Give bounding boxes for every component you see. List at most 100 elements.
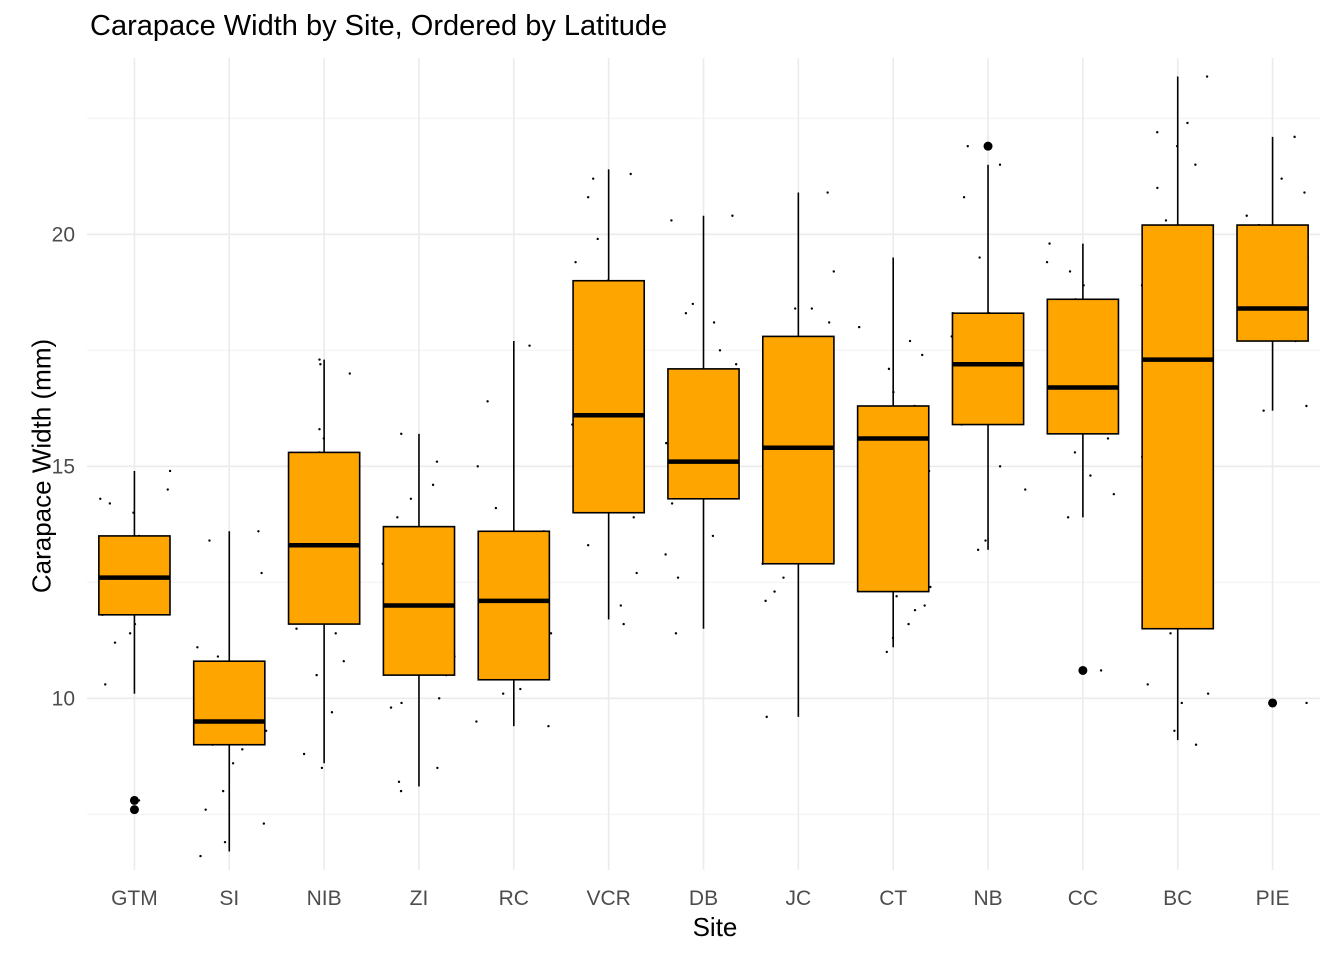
jitter-point xyxy=(976,548,980,552)
outlier-point xyxy=(983,141,993,151)
jitter-point xyxy=(895,595,898,598)
box-body xyxy=(951,312,1025,426)
y-axis-label: Carapace Width (mm) xyxy=(26,338,57,594)
jitter-point xyxy=(1303,191,1306,194)
jitter-point xyxy=(257,530,260,533)
jitter-point xyxy=(1045,260,1049,264)
jitter-point xyxy=(302,752,306,756)
jitter-point xyxy=(1024,488,1027,491)
jitter-point xyxy=(1293,135,1296,139)
jitter-point xyxy=(764,599,767,603)
jitter-point xyxy=(348,372,351,375)
jitter-point xyxy=(409,497,413,500)
x-axis-label: Site xyxy=(692,912,738,942)
box-body xyxy=(287,451,361,625)
jitter-point xyxy=(1280,177,1283,180)
x-tick-label: BC xyxy=(1163,887,1192,910)
jitter-point xyxy=(629,172,632,176)
box-body xyxy=(1141,224,1215,630)
jitter-point xyxy=(827,321,831,324)
x-tick-label: NIB xyxy=(307,887,342,910)
axis-ticks: 10 15 20 GTM SI NIB ZI RC VCR DB JC CT NB CC BC PIE xyxy=(52,223,1290,910)
jitter-point xyxy=(1169,632,1172,635)
jitter-point xyxy=(476,465,479,468)
box-zi xyxy=(382,433,456,787)
box-vcr xyxy=(572,169,646,620)
boxes xyxy=(98,76,1309,852)
jitter-point xyxy=(99,497,102,500)
jitter-point xyxy=(1173,729,1176,732)
box-jc xyxy=(761,192,835,717)
y-tick-label: 10 xyxy=(52,687,75,710)
jitter-point xyxy=(1112,492,1116,496)
box-body xyxy=(477,530,551,681)
jitter-point xyxy=(622,622,625,626)
jitter-point xyxy=(334,632,337,635)
jitter-point xyxy=(591,177,595,180)
jitter-point xyxy=(400,432,403,436)
jitter-point xyxy=(431,483,435,487)
jitter-point xyxy=(773,590,776,593)
box-nb xyxy=(951,141,1025,550)
jitter-point xyxy=(885,650,888,654)
x-tick-label: RC xyxy=(499,887,529,910)
jitter-point xyxy=(826,191,829,194)
box-bc xyxy=(1141,76,1215,741)
x-tick-label: VCR xyxy=(586,887,630,910)
jitter-point xyxy=(962,196,966,199)
jitter-point xyxy=(978,256,981,259)
jitter-point xyxy=(711,534,715,538)
jitter-point xyxy=(399,789,403,793)
outlier-point xyxy=(1078,665,1088,675)
x-tick-label: NB xyxy=(973,887,1002,910)
jitter-point xyxy=(1073,451,1077,454)
jitter-point xyxy=(810,307,814,310)
jitter-point xyxy=(519,687,522,691)
jitter-point xyxy=(1156,186,1159,190)
jitter-point xyxy=(262,822,266,825)
box-body xyxy=(98,535,171,616)
jitter-point xyxy=(168,469,172,473)
jitter-point xyxy=(204,808,207,811)
box-nib xyxy=(287,359,361,764)
box-body xyxy=(382,525,456,676)
jitter-point xyxy=(929,585,932,589)
box-db xyxy=(667,215,740,629)
jitter-point xyxy=(199,854,202,858)
x-tick-label: ZI xyxy=(410,887,429,910)
jitter-point xyxy=(984,539,987,542)
jitter-point xyxy=(104,683,107,686)
jitter-point xyxy=(260,571,263,575)
jitter-point xyxy=(734,363,738,366)
jitter-point xyxy=(966,144,969,148)
jitter-point xyxy=(486,400,489,403)
box-gtm xyxy=(98,470,171,815)
jitter-point xyxy=(887,367,891,371)
jitter-point xyxy=(674,632,678,635)
jitter-point xyxy=(1205,75,1209,78)
jitter-point xyxy=(765,715,768,719)
box-rc xyxy=(477,341,551,727)
jitter-point xyxy=(196,646,199,649)
jitter-point xyxy=(586,196,590,199)
jitter-point xyxy=(1156,131,1159,134)
jitter-point xyxy=(1186,121,1189,125)
x-tick-label: CC xyxy=(1068,887,1098,910)
box-body xyxy=(1236,224,1309,342)
jitter-point xyxy=(635,571,638,575)
y-tick-label: 15 xyxy=(52,455,75,478)
jitter-point xyxy=(494,506,498,510)
box-pie xyxy=(1236,136,1309,708)
jitter-point xyxy=(1048,242,1051,245)
box-cc xyxy=(1046,243,1120,675)
jitter-point xyxy=(1089,474,1092,477)
jitter-point xyxy=(166,488,169,491)
jitter-point xyxy=(691,302,695,306)
jitter-point xyxy=(1262,409,1265,412)
x-tick-label: JC xyxy=(786,887,812,910)
jitter-point xyxy=(208,539,211,542)
jitter-point xyxy=(998,465,1002,468)
box-body xyxy=(667,368,740,500)
jitter-point xyxy=(397,780,401,784)
